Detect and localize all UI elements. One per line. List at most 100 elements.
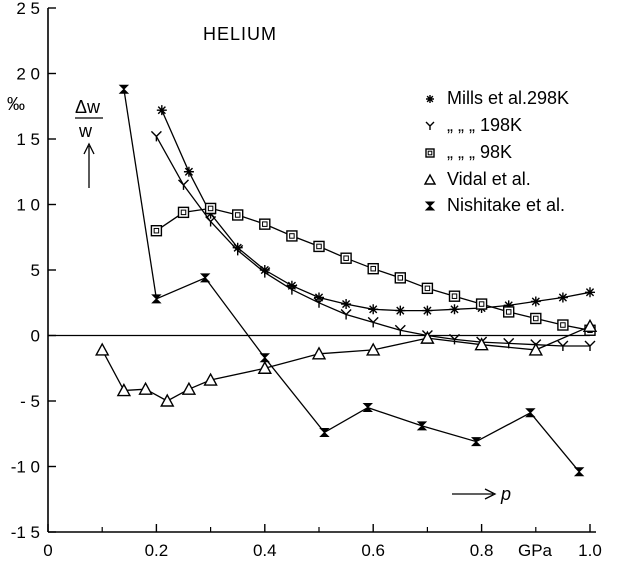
data-point <box>475 298 488 310</box>
series-line <box>155 136 590 347</box>
data-point <box>231 209 244 221</box>
data-point <box>394 324 406 336</box>
legend-marker <box>426 95 434 103</box>
data-point <box>178 179 189 190</box>
x-unit-label: GPa <box>518 541 553 560</box>
legend-item: Mills et al.298K <box>426 88 569 108</box>
x-tick-label: 0.4 <box>253 541 277 560</box>
data-point <box>257 360 272 374</box>
y-tick-label: -1 5 <box>11 523 40 542</box>
legend-item: Nishitake et al. <box>424 195 565 215</box>
data-point <box>259 218 271 230</box>
data-point <box>420 330 435 344</box>
legend-label: Mills et al.298K <box>447 88 569 108</box>
data-point <box>530 296 541 307</box>
data-point <box>503 300 514 311</box>
y-up-arrow-icon <box>83 142 95 188</box>
legend-label: „ „ „ 198K <box>447 115 522 135</box>
y-tick-label: 1 5 <box>16 130 40 149</box>
legend-marker <box>424 201 436 211</box>
series-0 <box>156 105 595 316</box>
legend-item: Vidal et al. <box>423 169 531 189</box>
legend-label: Nishitake et al. <box>447 195 565 215</box>
data-point <box>156 105 167 116</box>
series-line <box>101 325 591 402</box>
y-unit-label: ‰ <box>7 94 25 114</box>
data-point <box>232 244 244 256</box>
legend-item: „ „ „ 98K <box>425 142 512 162</box>
data-point <box>449 304 460 315</box>
data-point <box>311 346 327 360</box>
x-right-arrow-icon <box>452 488 497 500</box>
data-point <box>421 282 434 295</box>
series-4 <box>118 84 585 477</box>
x-tick-label: 0.2 <box>145 541 169 560</box>
data-point <box>557 319 569 331</box>
data-point <box>286 284 298 295</box>
data-point <box>314 292 324 303</box>
data-point <box>203 372 218 386</box>
y-tick-label: 5 <box>31 261 40 280</box>
data-point <box>177 206 190 219</box>
data-point <box>470 437 482 447</box>
series-2 <box>150 202 596 336</box>
y-tick-group: 2 5 2 0 1 5 1 0 5 0 - 5 -1 0 -1 5 <box>11 0 56 542</box>
data-point <box>118 84 130 94</box>
data-point <box>416 421 428 431</box>
data-point <box>199 273 211 283</box>
data-point <box>286 280 297 291</box>
y-label-denominator: w <box>78 121 93 141</box>
data-point <box>116 383 132 397</box>
legend-label: Vidal et al. <box>447 169 531 189</box>
data-point <box>422 305 433 316</box>
data-point <box>205 216 217 227</box>
data-point <box>528 342 543 356</box>
data-point <box>204 202 217 215</box>
y-tick-label: 1 0 <box>16 196 40 215</box>
data-point <box>525 408 536 418</box>
data-point <box>557 340 569 351</box>
legend-item: „ „ „ 198K <box>425 115 522 135</box>
y-tick-label: -1 0 <box>11 458 40 477</box>
data-point <box>160 393 175 407</box>
data-point <box>394 272 406 284</box>
data-point <box>259 265 270 275</box>
data-point <box>582 318 598 333</box>
legend-label: „ „ „ 98K <box>447 142 512 162</box>
x-axis-label: p <box>500 484 511 504</box>
data-point <box>138 381 153 395</box>
series-1 <box>150 130 596 351</box>
data-point <box>95 342 110 356</box>
data-point <box>151 294 162 304</box>
data-point <box>259 353 271 363</box>
data-point <box>395 305 406 316</box>
series-3 <box>95 318 598 407</box>
data-point <box>573 467 585 477</box>
data-point <box>183 166 194 177</box>
legend: Mills et al.298K „ „ „ 198K „ „ „ 98K Vid… <box>423 88 569 215</box>
x-tick-label: 1.0 <box>578 541 602 560</box>
data-point <box>448 290 461 302</box>
data-point <box>341 299 352 310</box>
data-point <box>530 312 542 325</box>
y-tick-label: 2 0 <box>16 65 40 84</box>
data-point <box>584 340 596 351</box>
x-tick-label: 0 <box>43 541 52 560</box>
y-tick-label: 2 5 <box>16 0 40 18</box>
data-point <box>150 224 163 237</box>
data-point <box>340 252 352 264</box>
data-point <box>474 337 489 351</box>
data-point <box>503 306 515 318</box>
x-tick-label: 0.6 <box>361 541 385 560</box>
data-point <box>286 230 298 242</box>
data-point <box>366 342 381 356</box>
data-point <box>313 240 325 253</box>
data-point <box>585 287 595 298</box>
data-point <box>319 427 330 437</box>
legend-marker <box>423 173 437 185</box>
data-point <box>232 242 243 253</box>
legend-marker <box>425 121 435 130</box>
data-point <box>557 292 568 303</box>
data-point <box>259 267 271 278</box>
